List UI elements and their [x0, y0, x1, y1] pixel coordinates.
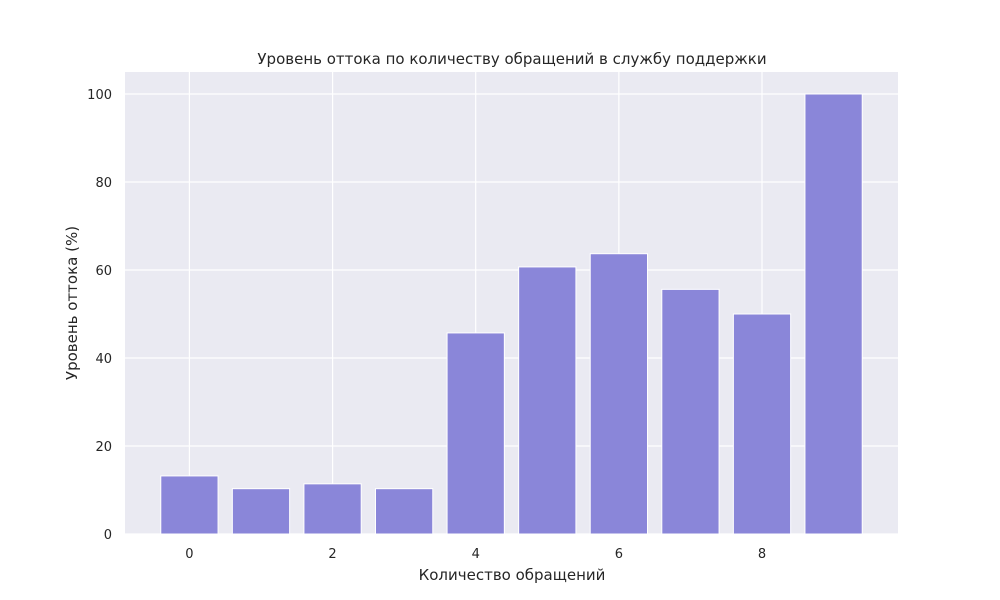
bar	[804, 93, 863, 535]
y-tick-label: 80	[95, 176, 112, 191]
bars	[160, 93, 863, 535]
bar	[446, 332, 505, 535]
y-tick-label: 40	[95, 352, 112, 367]
x-axis-label: Количество обращений	[419, 566, 606, 584]
bar	[231, 488, 291, 535]
bar	[303, 483, 362, 535]
bar	[160, 475, 219, 535]
x-tick-label: 4	[472, 547, 480, 562]
y-tick-label: 0	[104, 528, 112, 543]
bar	[518, 266, 577, 535]
y-tick-label: 20	[95, 440, 112, 455]
bar	[375, 488, 434, 535]
y-tick-labels: 0 20 40 60 80 100	[87, 88, 112, 543]
x-tick-label: 2	[328, 547, 336, 562]
chart-title: Уровень оттока по количеству обращений в…	[257, 50, 766, 68]
y-tick-label: 60	[95, 264, 112, 279]
bar	[589, 253, 648, 535]
y-axis-label: Уровень оттока (%)	[63, 226, 81, 380]
x-tick-label: 6	[615, 547, 623, 562]
y-tick-label: 100	[87, 88, 112, 103]
x-tick-labels: 0 2 4 6 8	[185, 547, 766, 562]
x-tick-label: 0	[185, 547, 193, 562]
bar	[732, 313, 792, 535]
x-tick-label: 8	[758, 547, 766, 562]
bar	[661, 288, 720, 535]
